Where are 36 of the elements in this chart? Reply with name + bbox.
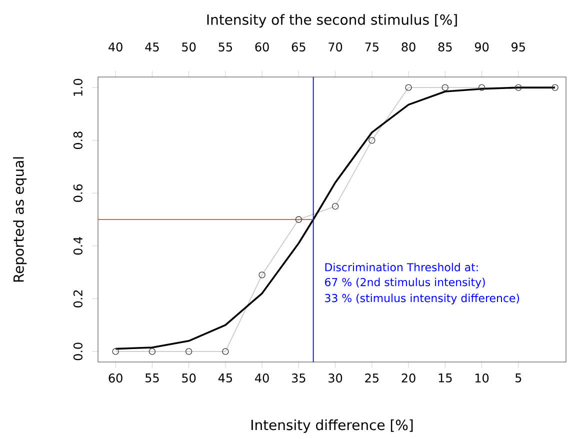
y-axis-title: Reported as equal: [13, 157, 27, 282]
x-tick-label: 5: [516, 374, 522, 382]
annotation: 33 % (stimulus intensity difference): [325, 294, 520, 304]
annotation: 67 % (2nd stimulus intensity): [325, 278, 485, 288]
x-tick-label: 40: [255, 374, 269, 383]
x2-tick-label: 50: [182, 42, 196, 52]
x2-tick-label: 95: [512, 42, 525, 52]
x2-tick-label: 70: [328, 42, 342, 52]
y-tick-label: 0.8: [73, 132, 82, 150]
x2-tick-label: 45: [145, 42, 159, 52]
x2-tick-label: 90: [474, 42, 489, 52]
y-tick-label: 1.0: [73, 78, 82, 96]
y-tick-label: 0.6: [73, 184, 82, 202]
x2-tick-label: 60: [255, 42, 269, 52]
x-tick-label: 50: [182, 374, 196, 383]
x-tick-label: 60: [108, 374, 122, 383]
x2-tick-label: 65: [292, 42, 306, 52]
x-tick-label: 25: [365, 374, 378, 383]
x-tick-label: 20: [402, 374, 416, 383]
x2-tick-label: 85: [438, 42, 452, 52]
x2-tick-label: 55: [218, 42, 232, 52]
x-tick-label: 55: [146, 374, 159, 382]
x2-tick-label: 75: [365, 42, 378, 52]
annotation: Discrimination Threshold at:: [325, 262, 478, 272]
y-tick-label: 0.4: [73, 237, 82, 255]
x-tick-label: 15: [438, 374, 452, 382]
x-tick-label: 30: [328, 374, 342, 383]
y-tick-label: 0.2: [73, 290, 82, 308]
x-tick-label: 35: [292, 374, 306, 383]
x-axis-title: Intensity difference [%]: [252, 419, 413, 433]
x-tick-label: 10: [475, 374, 489, 383]
x2-tick-label: 40: [108, 42, 122, 52]
x-tick-label: 45: [218, 374, 232, 382]
x2-axis-title: Intensity of the second stimulus [%]: [207, 14, 457, 28]
y-tick-label: 0.0: [73, 342, 82, 360]
x2-tick-label: 80: [402, 42, 416, 52]
